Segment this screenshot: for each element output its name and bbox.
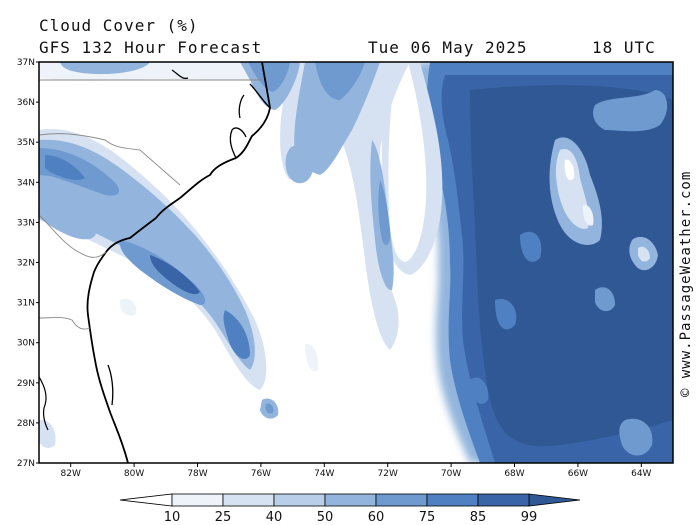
lat-label: 31N xyxy=(17,299,35,309)
legend-swatch xyxy=(223,494,274,506)
legend-label: 50 xyxy=(317,510,334,525)
legend-swatch xyxy=(478,494,529,506)
legend-label: 25 xyxy=(215,510,232,525)
lat-label: 34N xyxy=(17,178,35,188)
lon-label: 80W xyxy=(124,469,144,479)
lon-label: 72W xyxy=(378,469,398,479)
legend-swatch xyxy=(376,494,427,506)
lat-label: 37N xyxy=(17,58,35,68)
legend-label: 85 xyxy=(470,510,487,525)
lat-label: 33N xyxy=(17,218,35,228)
legend-swatch xyxy=(172,494,223,506)
longitude-axis: 82W 80W 78W 76W 74W 72W 70W 68W 66W 64W xyxy=(61,463,652,479)
legend-arrow-high xyxy=(529,494,580,506)
lon-label: 76W xyxy=(251,469,271,479)
lat-label: 27N xyxy=(17,459,35,469)
color-legend: 10 25 40 50 60 75 85 99 xyxy=(120,494,580,525)
lat-label: 29N xyxy=(17,379,35,389)
lon-label: 70W xyxy=(441,469,461,479)
lat-label: 35N xyxy=(17,138,35,148)
lon-label: 82W xyxy=(61,469,81,479)
legend-label: 99 xyxy=(521,510,538,525)
lon-label: 66W xyxy=(568,469,588,479)
cloud-field xyxy=(39,62,673,463)
lat-label: 28N xyxy=(17,419,35,429)
lon-label: 78W xyxy=(187,469,207,479)
lat-label: 32N xyxy=(17,259,35,269)
lat-label: 36N xyxy=(17,98,35,108)
legend-label: 10 xyxy=(164,510,181,525)
legend-arrow-low xyxy=(120,494,172,506)
lon-label: 64W xyxy=(631,469,651,479)
legend-label: 60 xyxy=(368,510,385,525)
legend-swatch xyxy=(325,494,376,506)
legend-label: 75 xyxy=(419,510,436,525)
lon-label: 74W xyxy=(314,469,334,479)
legend-label: 40 xyxy=(266,510,283,525)
lon-label: 68W xyxy=(504,469,524,479)
lat-label: 30N xyxy=(17,339,35,349)
legend-swatch xyxy=(427,494,478,506)
latitude-axis: 37N 36N 35N 34N 33N 32N 31N 30N 29N 28N 27N xyxy=(17,58,39,469)
legend-swatch xyxy=(274,494,325,506)
